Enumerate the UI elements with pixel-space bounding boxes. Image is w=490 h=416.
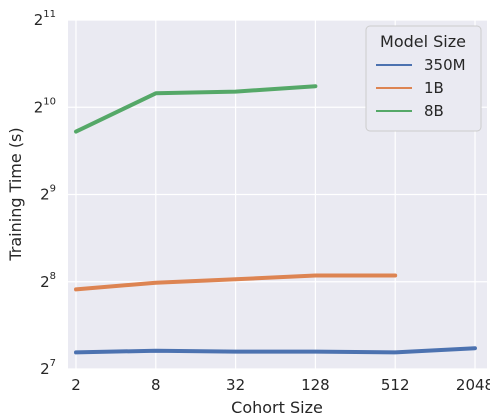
x-tick-label: 512 <box>381 376 410 394</box>
y-tick-exponent: 8 <box>50 271 56 282</box>
y-tick-base: 2 <box>34 98 44 116</box>
legend-label-8b: 8B <box>424 102 444 120</box>
y-tick-base: 2 <box>34 11 44 29</box>
legend-box <box>365 25 482 132</box>
x-tick-label: 8 <box>151 376 161 394</box>
y-tick-label: 210 <box>34 96 56 116</box>
y-tick-label: 28 <box>40 271 56 291</box>
y-tick-base: 2 <box>40 186 50 204</box>
legend-entries: 350M 1B 8B <box>376 56 466 120</box>
y-tick-exponent: 11 <box>43 9 56 20</box>
x-tick-labels: 2 8 32 128 512 2048 <box>71 376 490 394</box>
y-tick-label: 27 <box>40 358 56 378</box>
legend: Model Size 350M 1B 8B <box>365 25 482 132</box>
series-line-350m <box>74 346 477 355</box>
y-tick-base: 2 <box>40 360 50 378</box>
series-lines <box>74 84 477 355</box>
y-tick-base: 2 <box>40 273 50 291</box>
legend-title: Model Size <box>380 32 466 51</box>
series-line-8b <box>74 84 318 134</box>
x-tick-label: 2048 <box>456 376 490 394</box>
y-axis-title: Training Time (s) <box>6 127 25 261</box>
y-tick-label: 211 <box>34 9 56 29</box>
y-tick-exponent: 9 <box>50 184 56 195</box>
legend-label-1b: 1B <box>424 79 444 97</box>
y-tick-exponent: 7 <box>50 358 56 369</box>
series-line-1b <box>74 273 398 292</box>
legend-label-350m: 350M <box>424 56 466 74</box>
x-tick-label: 32 <box>226 376 245 394</box>
x-tick-label: 2 <box>71 376 81 394</box>
x-tick-label: 128 <box>301 376 330 394</box>
y-tick-label: 29 <box>40 184 56 204</box>
x-axis-title: Cohort Size <box>231 398 323 416</box>
y-tick-exponent: 10 <box>43 96 56 107</box>
